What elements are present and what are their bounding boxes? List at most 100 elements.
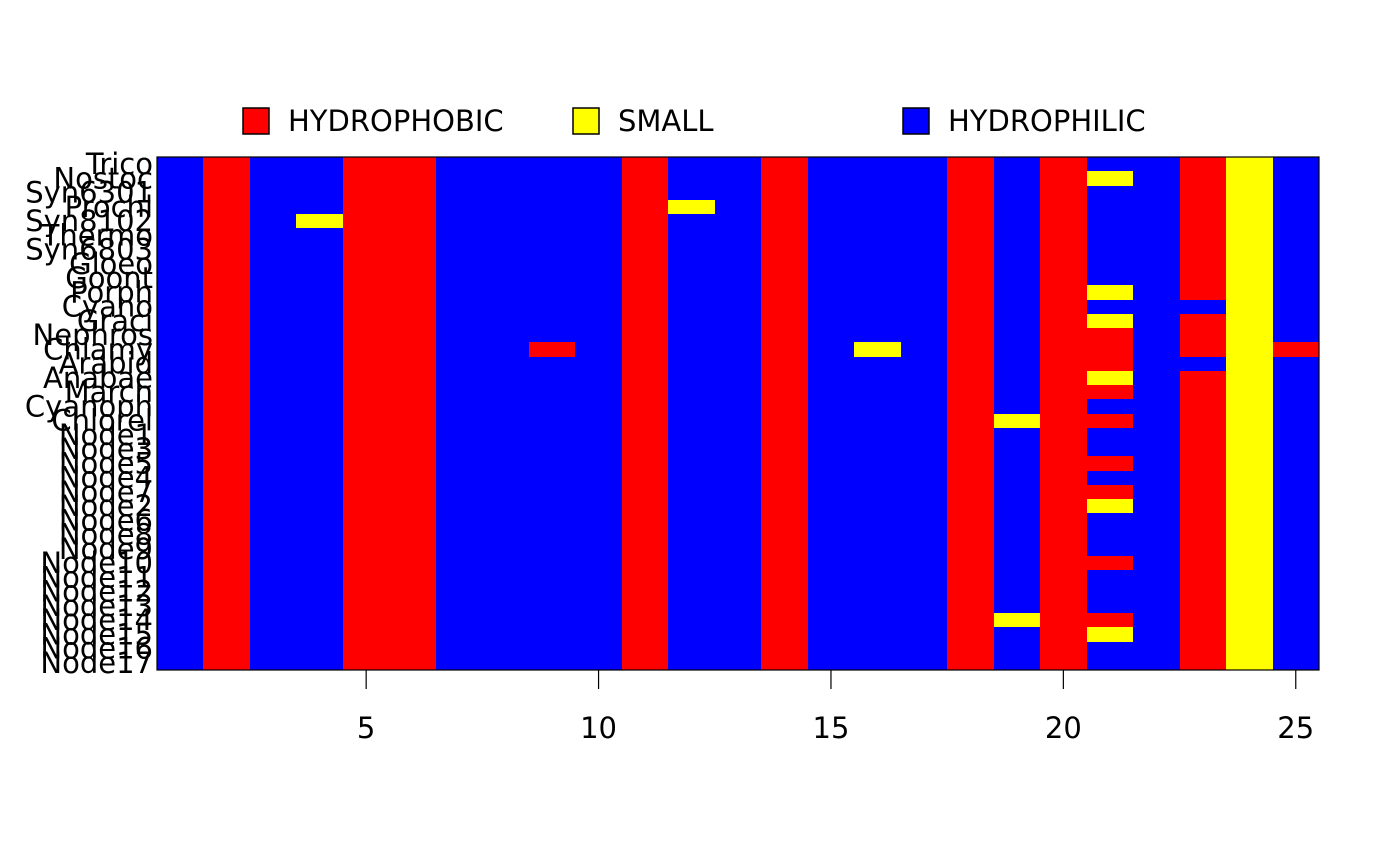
heatmap-cell [436, 428, 482, 442]
heatmap-cell [1040, 271, 1087, 285]
heatmap-cell [203, 627, 250, 642]
heatmap-cell [575, 214, 622, 228]
heatmap-cell [808, 228, 854, 243]
heatmap-cell [1087, 300, 1133, 314]
heatmap-cell [1087, 257, 1133, 271]
heatmap-cell [761, 342, 808, 357]
heatmap-cell [854, 471, 901, 485]
heatmap-cell [296, 257, 343, 271]
heatmap-cell [1273, 357, 1319, 371]
heatmap-cell [157, 414, 203, 428]
heatmap-cell [482, 328, 529, 342]
heatmap-cell [575, 656, 622, 670]
heatmap-cell [157, 314, 203, 328]
heatmap-cell [808, 599, 854, 613]
heatmap-cell [1180, 285, 1226, 300]
heatmap-cell [343, 585, 389, 599]
heatmap-cell [947, 342, 994, 357]
heatmap-cell [575, 157, 622, 171]
heatmap-cell [994, 570, 1040, 585]
heatmap-cell [436, 585, 482, 599]
heatmap-cell [668, 300, 715, 314]
heatmap-cell [575, 613, 622, 627]
heatmap-cell [761, 271, 808, 285]
heatmap-cell [854, 528, 901, 542]
heatmap-cell [994, 627, 1040, 642]
heatmap-cell [1133, 499, 1180, 513]
heatmap-cell [1180, 499, 1226, 513]
heatmap-cell [994, 528, 1040, 542]
heatmap-cell [715, 228, 761, 243]
heatmap-cell [250, 656, 296, 670]
heatmap-cell [715, 428, 761, 442]
heatmap-cell [203, 585, 250, 599]
heatmap-cell [854, 357, 901, 371]
heatmap-cell [622, 456, 668, 471]
heatmap-cell [1040, 186, 1087, 200]
heatmap-cell [482, 599, 529, 613]
heatmap-cell [436, 314, 482, 328]
heatmap-cell [389, 399, 436, 414]
heatmap-cell [668, 314, 715, 328]
heatmap-cell [947, 285, 994, 300]
heatmap-cell [715, 414, 761, 428]
heatmap-cell [668, 243, 715, 257]
heatmap-cell [668, 656, 715, 670]
heatmap-cell [901, 414, 947, 428]
heatmap-cell [715, 285, 761, 300]
heatmap-cell [994, 200, 1040, 214]
heatmap-cell [436, 528, 482, 542]
heatmap-cell [715, 456, 761, 471]
heatmap-cell [296, 157, 343, 171]
heatmap-cell [668, 357, 715, 371]
heatmap-cell [715, 300, 761, 314]
heatmap-cell [1040, 656, 1087, 670]
heatmap-cell [761, 214, 808, 228]
heatmap-cell [203, 613, 250, 627]
heatmap-cell [622, 513, 668, 528]
heatmap-cell [901, 513, 947, 528]
heatmap-cell [529, 186, 575, 200]
heatmap-cell [1087, 357, 1133, 371]
heatmap-cell [1273, 342, 1319, 357]
heatmap-cell [947, 214, 994, 228]
heatmap-cell [1040, 528, 1087, 542]
heatmap-cell [1133, 613, 1180, 627]
heatmap-cell [715, 371, 761, 385]
heatmap-cell [389, 228, 436, 243]
heatmap-cell [668, 342, 715, 357]
heatmap-cell [343, 542, 389, 556]
heatmap-cell [622, 428, 668, 442]
heatmap-cell [1273, 585, 1319, 599]
heatmap-cell [994, 428, 1040, 442]
heatmap-cell [808, 300, 854, 314]
heatmap-cell [994, 228, 1040, 243]
heatmap-cell [947, 556, 994, 570]
heatmap-cell [1040, 642, 1087, 656]
heatmap-cell [575, 371, 622, 385]
heatmap-cell [1040, 200, 1087, 214]
heatmap-cell [1087, 456, 1133, 471]
heatmap-cell [482, 528, 529, 542]
heatmap-cell [1040, 613, 1087, 627]
heatmap-cell [901, 271, 947, 285]
heatmap-cell [622, 485, 668, 499]
heatmap-cell [715, 186, 761, 200]
heatmap-cell [901, 342, 947, 357]
heatmap-cell [157, 385, 203, 399]
heatmap-cell [436, 599, 482, 613]
heatmap-cell [157, 300, 203, 314]
heatmap-cell [296, 442, 343, 456]
heatmap-cell [1180, 342, 1226, 357]
heatmap-cell [808, 385, 854, 399]
heatmap-cell [1087, 556, 1133, 570]
heatmap-cell [482, 442, 529, 456]
heatmap-cell [343, 371, 389, 385]
heatmap-cell [1226, 314, 1273, 328]
heatmap-cell [529, 385, 575, 399]
heatmap-cell [1133, 228, 1180, 243]
heatmap-cell [482, 414, 529, 428]
heatmap-cell [1087, 542, 1133, 556]
heatmap-cell [854, 385, 901, 399]
